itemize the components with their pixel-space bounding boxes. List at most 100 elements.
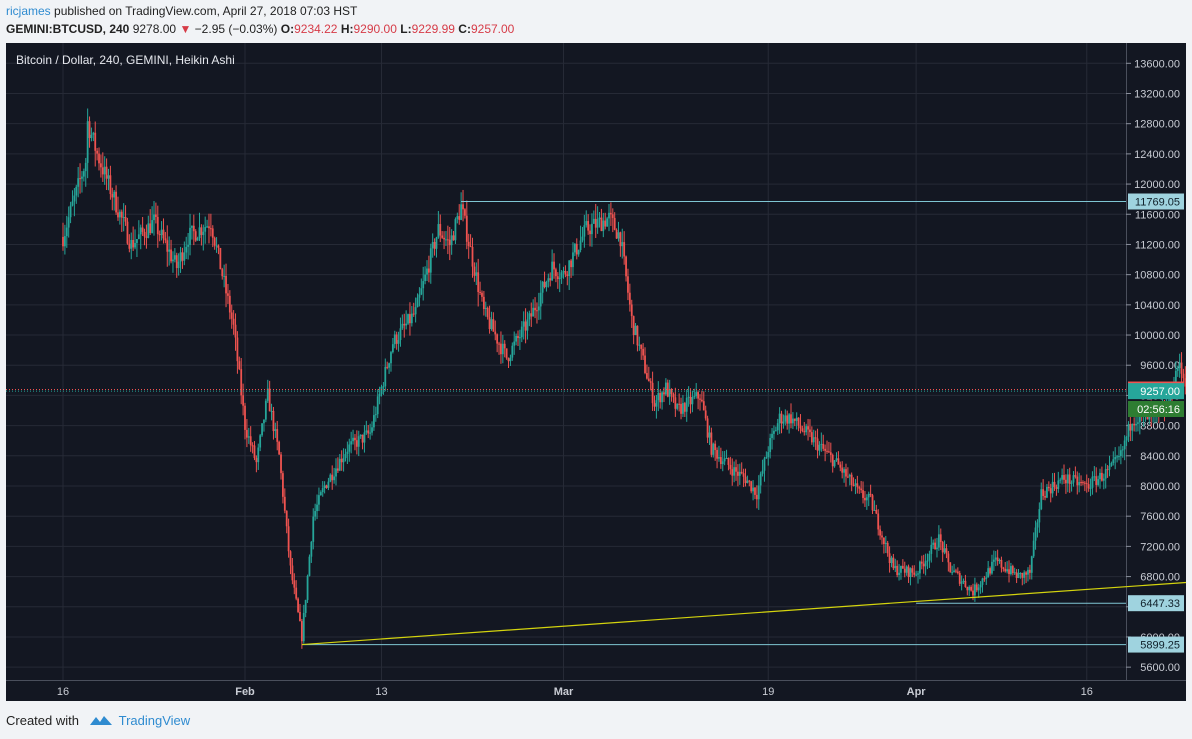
candle-body — [549, 278, 552, 281]
close-label: C: — [458, 22, 471, 36]
candle-body — [545, 281, 548, 288]
candle-body — [177, 261, 180, 269]
candle-body — [426, 268, 428, 275]
candle-body — [594, 218, 597, 228]
y-tick-label: 7600.00 — [1140, 511, 1180, 523]
candle-body — [192, 225, 195, 232]
candle-body — [276, 429, 279, 442]
candle-body — [1106, 469, 1109, 471]
candle-body — [810, 432, 813, 443]
candle-body — [989, 568, 991, 574]
candle-body — [822, 443, 825, 449]
candle-body — [522, 321, 525, 327]
x-tick-label: 16 — [1081, 686, 1093, 698]
candle-body — [617, 232, 620, 239]
candle-body — [848, 474, 851, 477]
candle-body — [1064, 479, 1067, 484]
candle-body — [609, 212, 612, 215]
candle-body — [583, 225, 586, 237]
candle-body — [1000, 559, 1003, 568]
candle-body — [949, 562, 952, 573]
price-chart[interactable]: 5600.006000.006400.006800.007200.007600.… — [6, 43, 1192, 701]
author-link[interactable]: ricjames — [6, 4, 51, 18]
candle-body — [934, 542, 936, 550]
candle-body — [149, 223, 152, 233]
tradingview-brand[interactable]: TradingView — [118, 713, 191, 728]
chart-area[interactable]: 5600.006000.006400.006800.007200.007600.… — [6, 43, 1192, 701]
candle-body — [869, 493, 872, 496]
candle-body — [987, 568, 990, 578]
down-arrow-icon: ▼ — [179, 22, 192, 36]
candle-body — [1112, 459, 1115, 464]
candle-body — [530, 313, 533, 317]
candle-body — [191, 225, 193, 228]
candle-body — [84, 162, 87, 172]
y-tick-label: 13200.00 — [1134, 88, 1180, 100]
candle-body — [947, 553, 950, 563]
candle-body — [678, 403, 681, 405]
candle-body — [587, 221, 590, 231]
candle-body — [699, 398, 701, 400]
candle-body — [556, 276, 559, 280]
candle-body — [515, 335, 518, 342]
candle-body — [336, 468, 339, 471]
candle-body — [359, 434, 362, 437]
candle-body — [615, 229, 618, 239]
candle-body — [689, 396, 692, 405]
candle-body — [251, 445, 254, 447]
candle-body — [812, 437, 815, 443]
candle-body — [227, 293, 229, 296]
candle-body — [367, 430, 370, 434]
candle-body — [520, 326, 523, 338]
candle-body — [456, 216, 459, 220]
candle-body — [132, 239, 135, 248]
candle-body — [363, 432, 366, 443]
candle-body — [242, 395, 245, 406]
candle-body — [236, 337, 239, 362]
candle-body — [151, 220, 154, 233]
candle-body — [598, 217, 601, 220]
candle-body — [928, 553, 931, 561]
candle-body — [1133, 423, 1136, 426]
candle-body — [352, 437, 354, 442]
candle-body — [90, 134, 93, 139]
candle-body — [945, 548, 948, 554]
candle-body — [1087, 484, 1090, 489]
candle-body — [153, 214, 155, 221]
candle-body — [460, 204, 463, 220]
candle-body — [82, 171, 85, 177]
candle-body — [911, 568, 914, 573]
candle-body — [103, 166, 106, 175]
x-tick-label: Mar — [554, 686, 574, 698]
candle-body — [481, 292, 483, 297]
candle-body — [702, 401, 705, 411]
candle-body — [541, 281, 544, 293]
y-tick-label: 10000.00 — [1134, 330, 1180, 342]
candle-body — [160, 229, 163, 236]
candle-body — [905, 566, 908, 573]
candle-body — [846, 476, 849, 478]
candle-body — [469, 246, 472, 248]
candle-body — [621, 242, 624, 247]
symbol-info: GEMINI:BTCUSD, 240 9278.00 ▼ −2.95 (−0.0… — [6, 22, 514, 36]
candle-body — [316, 504, 318, 512]
candle-body — [1184, 378, 1187, 387]
candle-body — [1093, 476, 1096, 478]
candle-body — [956, 571, 959, 574]
candle-body — [1089, 487, 1092, 489]
candle-body — [966, 586, 969, 591]
candle-body — [1131, 423, 1134, 431]
candle-body — [871, 495, 874, 511]
candle-body — [958, 573, 961, 584]
candle-body — [591, 223, 593, 235]
candle-body — [996, 557, 999, 562]
candle-body — [528, 313, 531, 320]
price-marker-bg — [1128, 383, 1184, 400]
candle-body — [1055, 487, 1058, 489]
candle-body — [628, 292, 631, 305]
candle-body — [602, 220, 605, 232]
candle-body — [505, 348, 508, 359]
candle-body — [342, 458, 345, 463]
candle-body — [860, 488, 863, 491]
candle-body — [731, 469, 734, 476]
